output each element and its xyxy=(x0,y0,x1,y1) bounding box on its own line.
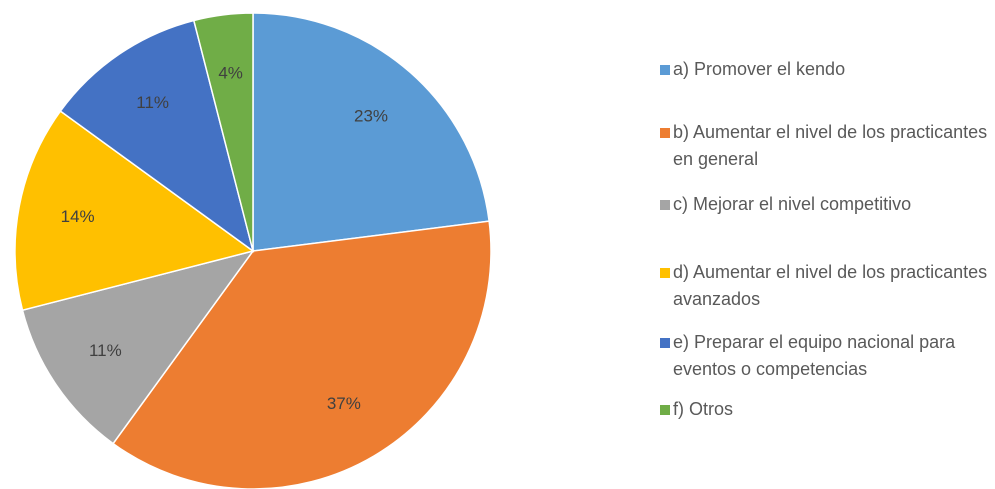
legend-swatch xyxy=(660,405,670,415)
pie-slice xyxy=(112,220,492,489)
legend-swatch xyxy=(660,65,670,75)
legend-label: a) Promover el kendo xyxy=(673,59,846,79)
pie-slice xyxy=(252,12,490,252)
legend-label: f) Otros xyxy=(673,399,734,419)
data-label: 4% xyxy=(218,63,243,82)
legend-swatch xyxy=(660,128,670,138)
pie-slice xyxy=(14,110,255,312)
data-label: 11% xyxy=(136,93,169,112)
legend-label: b) Aumentar el nivel de los practicantes… xyxy=(673,122,988,169)
data-label: 11% xyxy=(89,341,122,360)
legend-label: d) Aumentar el nivel de los practicantes… xyxy=(673,262,988,309)
legend-swatch xyxy=(660,268,670,278)
pie-slice xyxy=(59,19,255,253)
pie-slice xyxy=(21,249,255,445)
legend-swatch xyxy=(660,200,670,210)
legend-label: e) Preparar el equipo nacional para even… xyxy=(673,332,956,379)
pie-slice xyxy=(192,12,254,252)
data-label: 23% xyxy=(354,107,388,126)
legend-label: c) Mejorar el nivel competitivo xyxy=(673,194,912,214)
legend-swatch xyxy=(660,338,670,348)
data-label: 14% xyxy=(61,207,95,226)
data-label: 37% xyxy=(327,394,361,413)
